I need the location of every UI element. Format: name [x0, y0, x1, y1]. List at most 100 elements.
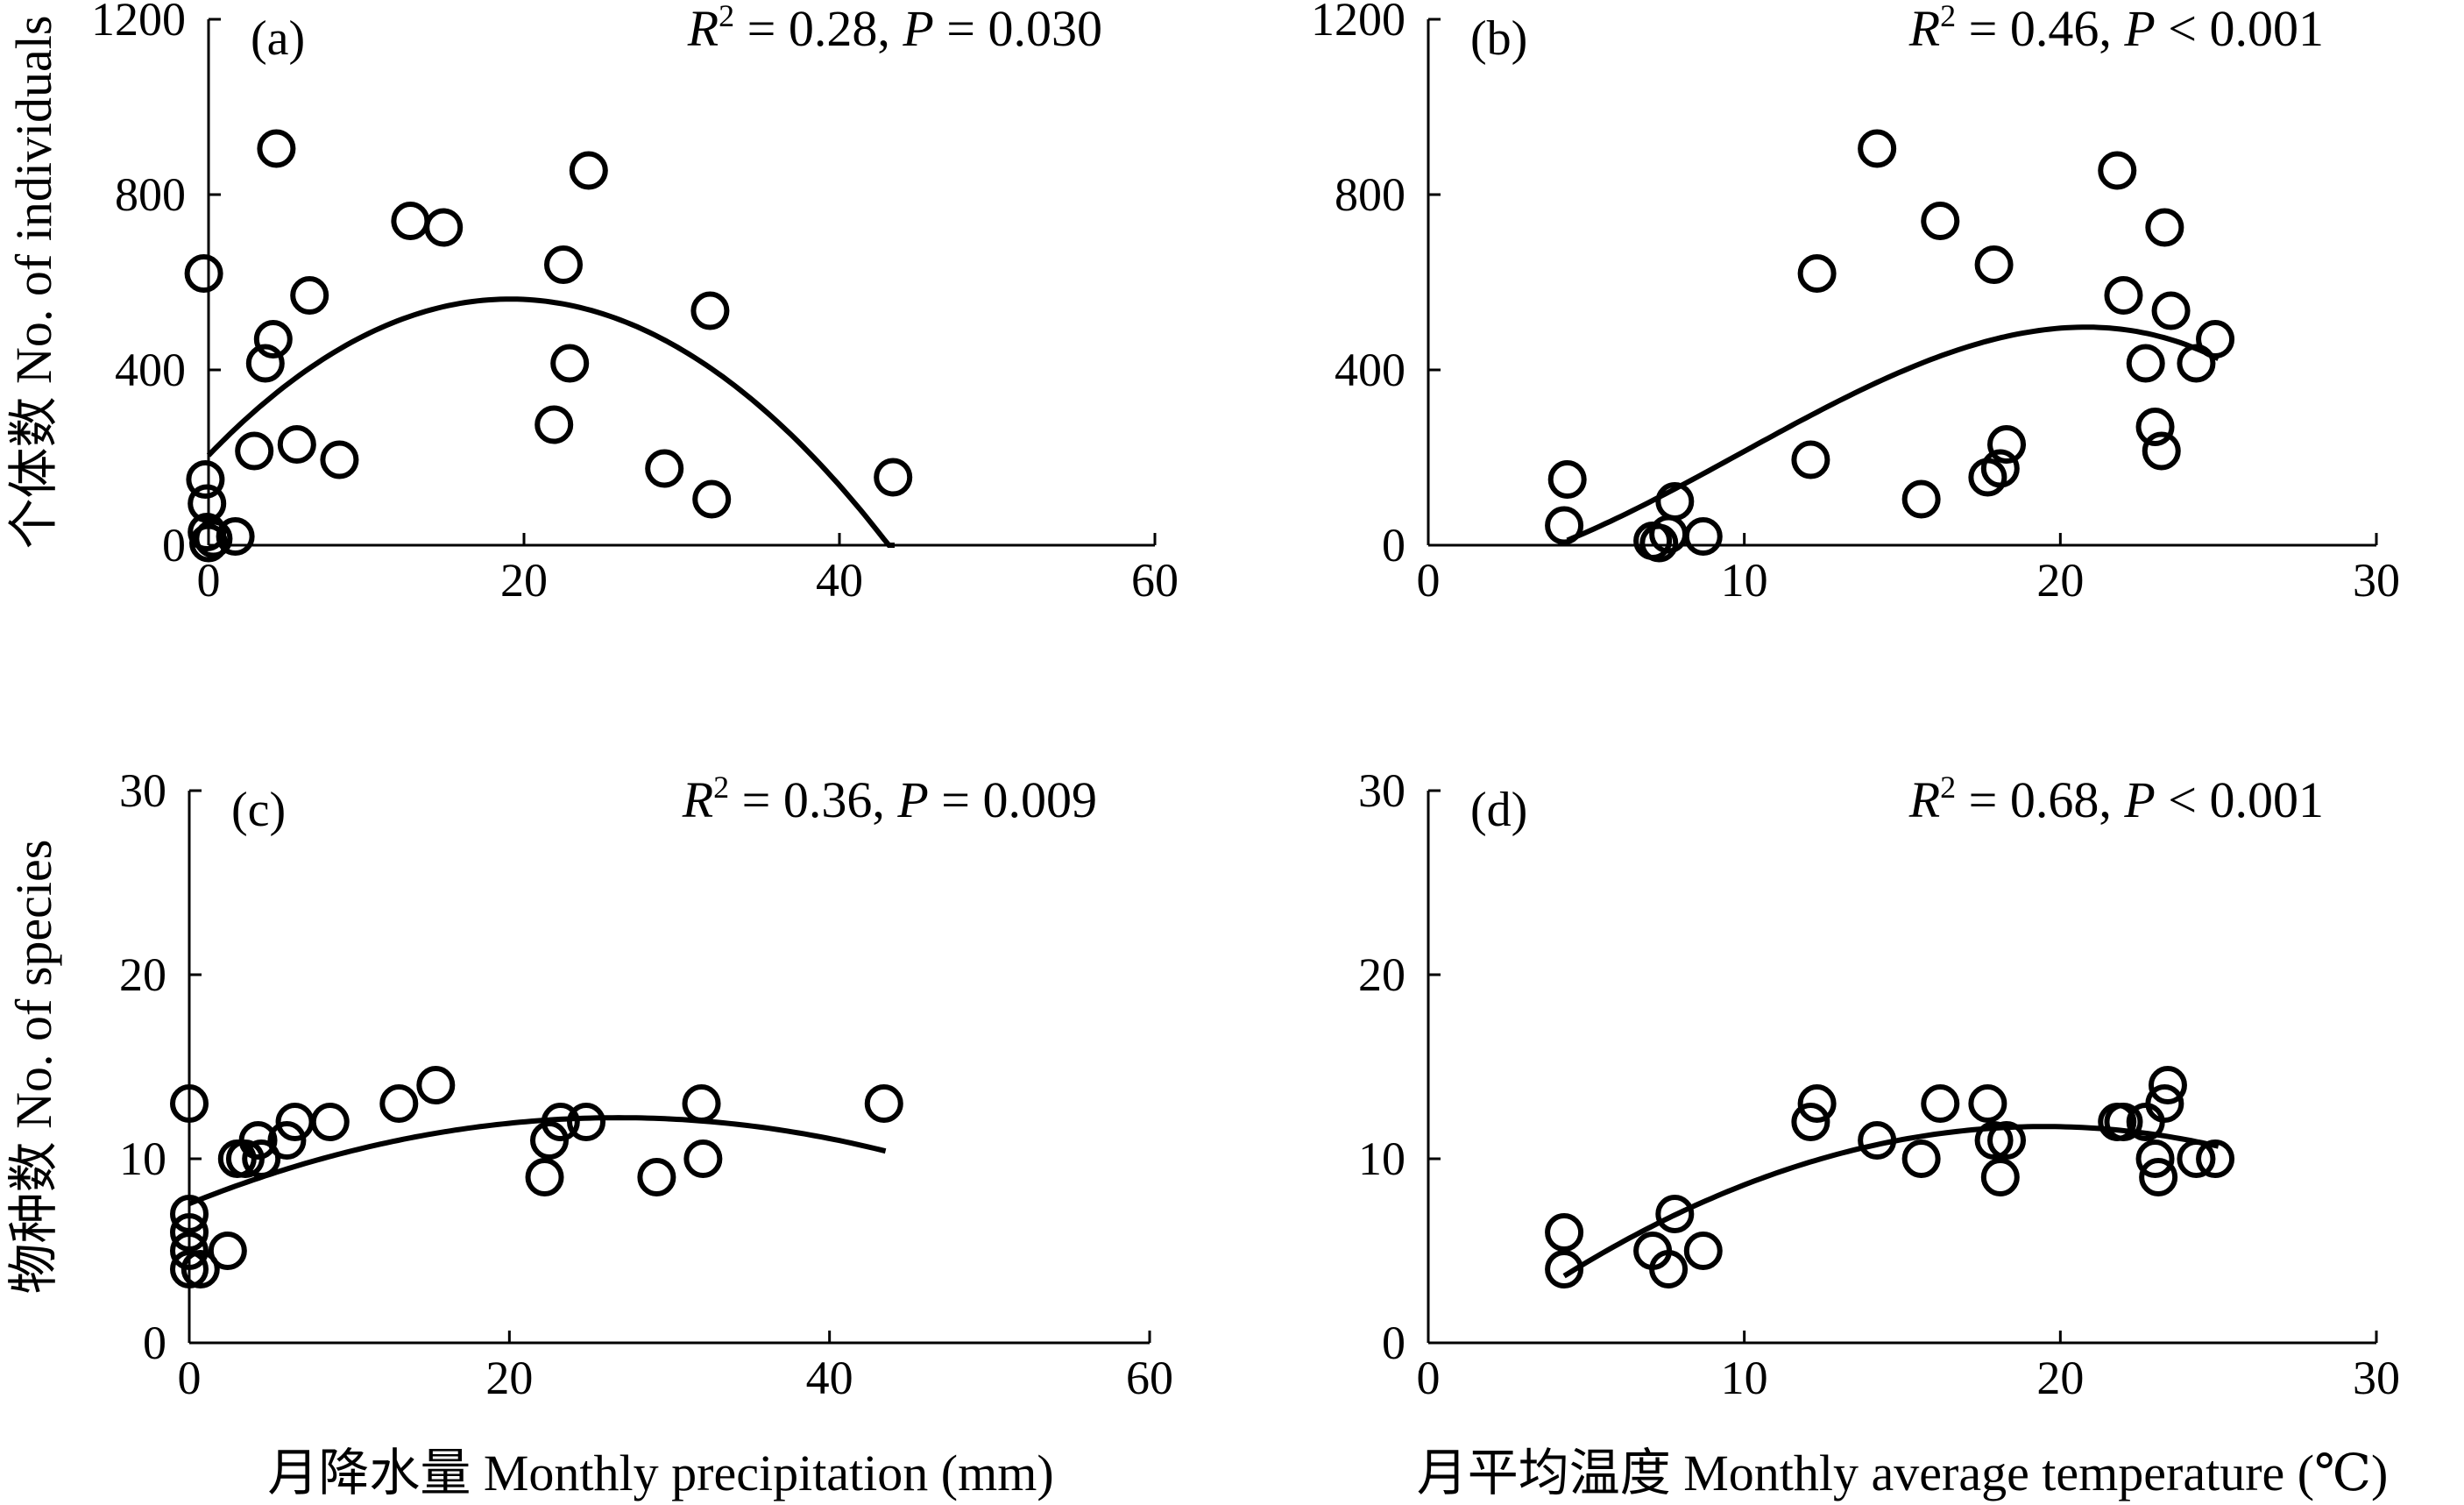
data-point	[2196, 320, 2235, 359]
data-point	[2145, 208, 2184, 247]
data-point	[874, 458, 913, 497]
x-tick-label: 20	[485, 1352, 533, 1404]
x-tick-label: 0	[197, 554, 221, 607]
fit-curve	[206, 296, 895, 548]
data-point	[1987, 425, 2027, 464]
data-point	[2126, 344, 2165, 383]
x-tick-label: 60	[1126, 1352, 1173, 1404]
data-point	[567, 1103, 606, 1141]
data-point	[1791, 1103, 1830, 1141]
data-point	[2196, 1139, 2235, 1178]
data-point	[257, 129, 296, 168]
data-point	[170, 1195, 209, 1233]
data-point	[2098, 151, 2137, 190]
y-tick-label: 400	[1335, 344, 1405, 396]
data-point	[690, 291, 730, 330]
data-point	[1921, 202, 1960, 240]
data-point	[1901, 1139, 1941, 1178]
stat-r-symbol: R	[682, 771, 713, 828]
stat-superscript: 2	[1940, 770, 1956, 805]
data-point	[535, 405, 574, 444]
data-point	[2104, 276, 2143, 315]
data-point	[277, 425, 316, 464]
data-point	[1683, 517, 1723, 556]
data-point	[2151, 291, 2191, 330]
data-point	[1547, 460, 1587, 499]
x-axis-title-precipitation: 月降水量 Monthly precipitation (mm)	[267, 1445, 1053, 1501]
data-point	[1901, 479, 1941, 519]
x-tick-label: 20	[500, 554, 548, 607]
data-point	[235, 431, 274, 471]
data-point	[2142, 431, 2181, 471]
x-axis-title-temperature: 月平均温度 Monthly average temperature (℃)	[1417, 1445, 2389, 1501]
stat-label: R2 = 0.36, P = 0.009	[682, 770, 1097, 828]
stat-p-symbol: P	[2123, 771, 2155, 828]
stat-p-symbol: P	[902, 0, 933, 57]
y-tick-label: 800	[115, 168, 186, 221]
data-point	[290, 276, 329, 315]
data-point	[170, 1250, 209, 1288]
data-point	[1974, 1121, 2014, 1160]
stat-r-symbol: R	[1908, 0, 1940, 57]
data-point	[1655, 1195, 1695, 1233]
data-point	[637, 1158, 676, 1196]
stat-label: R2 = 0.28, P = 0.030	[687, 0, 1102, 57]
data-point	[181, 1250, 220, 1288]
y-tick-label: 20	[119, 948, 166, 1001]
stat-p-symbol: P	[896, 771, 928, 828]
y-tick-label: 800	[1335, 168, 1405, 221]
data-point	[683, 1139, 723, 1178]
y-tick-label: 0	[1382, 1317, 1405, 1369]
stat-label: R2 = 0.46, P < 0.001	[1908, 0, 2324, 57]
stat-r-symbol: R	[687, 0, 719, 57]
data-point	[544, 245, 583, 284]
x-tick-label: 10	[1721, 554, 1768, 607]
data-point	[170, 1084, 209, 1123]
data-point	[550, 344, 590, 383]
stat-label: R2 = 0.68, P < 0.001	[1908, 770, 2324, 828]
stat-p-symbol: P	[2123, 0, 2155, 57]
stat-r-symbol: R	[1908, 771, 1940, 828]
panel-label: (b)	[1470, 11, 1527, 66]
data-point	[1987, 1121, 2027, 1160]
data-point	[188, 484, 227, 523]
data-point	[310, 1103, 350, 1141]
stat-r-value: = 0.28,	[734, 0, 903, 57]
stat-p-value: < 0.001	[2156, 771, 2324, 828]
data-point	[184, 254, 223, 293]
data-point	[1968, 1084, 2007, 1123]
data-point	[208, 1232, 247, 1270]
data-point	[1683, 1232, 1723, 1270]
y-axis-title: 物种数 No. of species	[5, 840, 62, 1295]
fit-curve	[1566, 324, 2220, 543]
data-point	[424, 208, 464, 247]
x-tick-label: 60	[1131, 554, 1179, 607]
data-point	[2139, 1158, 2178, 1196]
data-point	[242, 1139, 281, 1178]
data-point	[525, 1158, 564, 1196]
y-tick-label: 0	[143, 1317, 166, 1369]
stat-p-value: = 0.009	[929, 771, 1097, 828]
data-point	[2104, 1103, 2143, 1141]
stat-r-value: = 0.36,	[729, 771, 897, 828]
y-tick-label: 20	[1358, 948, 1405, 1001]
y-tick-label: 30	[119, 764, 166, 817]
y-tick-label: 400	[115, 344, 186, 396]
chart-panel-d: 0 10 20 30 0 10 20 30 (d) R2 = 0.68, P < 0.001	[1358, 764, 2400, 1404]
data-point	[1797, 254, 1837, 293]
stat-p-value: < 0.001	[2156, 0, 2324, 57]
y-tick-label: 10	[1358, 1132, 1405, 1185]
data-point	[2135, 1139, 2175, 1178]
x-tick-label: 40	[806, 1352, 853, 1404]
x-tick-label: 0	[1417, 1352, 1441, 1404]
y-tick-label: 1200	[1311, 0, 1405, 46]
data-point	[1649, 1250, 1689, 1288]
y-axis-title: 个体数 No. of individuals	[5, 16, 62, 550]
data-point	[416, 1066, 456, 1104]
data-point	[692, 479, 732, 519]
data-point	[267, 1121, 307, 1160]
data-point	[541, 1103, 580, 1141]
data-point	[1858, 1121, 1897, 1160]
data-point	[186, 460, 225, 499]
